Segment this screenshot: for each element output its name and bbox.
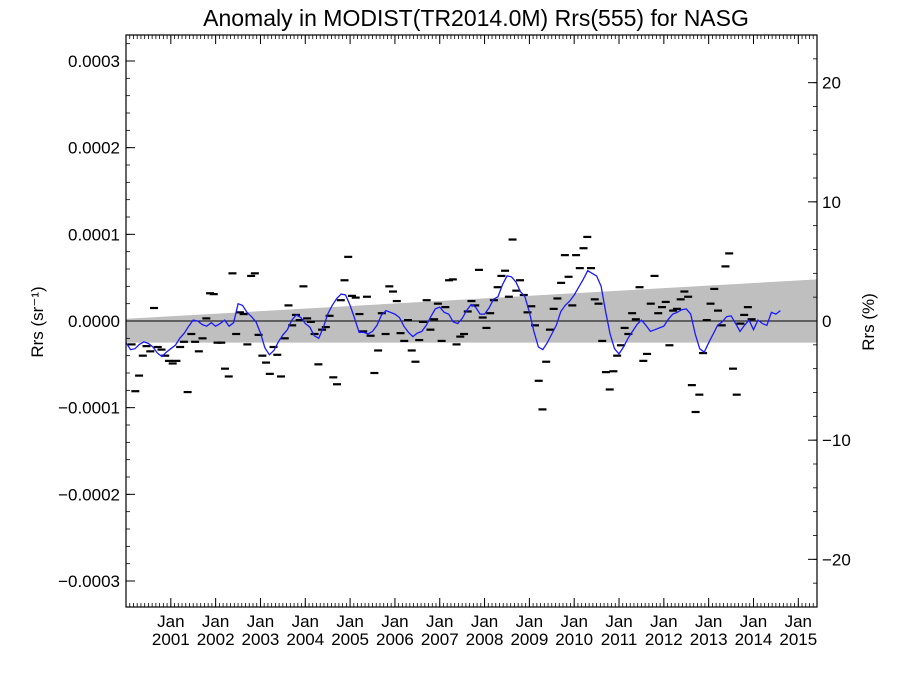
x-tick-year-label: 2011 bbox=[601, 630, 638, 649]
right-tick-label: 20 bbox=[822, 74, 841, 93]
x-tick-year-label: 2009 bbox=[510, 630, 548, 649]
x-tick-year-label: 2001 bbox=[152, 630, 190, 649]
x-tick-year-label: 2014 bbox=[735, 630, 773, 649]
x-tick-year-label: 2005 bbox=[331, 630, 369, 649]
y-axis-label-right: Rrs (%) bbox=[859, 293, 878, 351]
left-tick-label: −0.0001 bbox=[58, 399, 120, 418]
right-tick-label: 10 bbox=[822, 193, 841, 212]
x-tick-year-label: 2008 bbox=[466, 630, 504, 649]
left-tick-label: 0.0002 bbox=[68, 139, 120, 158]
x-tick-month-label: Jan bbox=[605, 612, 632, 631]
x-tick-year-label: 2007 bbox=[421, 630, 459, 649]
x-tick-month-label: Jan bbox=[650, 612, 677, 631]
x-tick-year-label: 2012 bbox=[645, 630, 683, 649]
left-tick-label: −0.0002 bbox=[58, 485, 120, 504]
left-tick-label: 0.0003 bbox=[68, 52, 120, 71]
plot-area: 0.0003 0.0002 0.0001 0.0000 −0.0001 −0.0002 −0… bbox=[58, 34, 851, 649]
x-tick-month-label: Jan bbox=[740, 612, 767, 631]
x-tick-month-label: Jan bbox=[247, 612, 274, 631]
x-tick-month-label: Jan bbox=[785, 612, 812, 631]
left-tick-label: −0.0003 bbox=[58, 572, 120, 591]
x-tick-month-label: Jan bbox=[381, 612, 408, 631]
x-tick-month-label: Jan bbox=[426, 612, 453, 631]
x-tick-year-label: 2003 bbox=[242, 630, 280, 649]
x-tick-month-label: Jan bbox=[560, 612, 587, 631]
chart-title: Anomaly in MODIST(TR2014.0M) Rrs(555) fo… bbox=[203, 5, 749, 31]
right-tick-label: −20 bbox=[822, 550, 851, 569]
x-tick-year-label: 2004 bbox=[286, 630, 324, 649]
x-tick-month-label: Jan bbox=[336, 612, 363, 631]
right-tick-label: 0 bbox=[822, 312, 831, 331]
left-tick-label: 0.0000 bbox=[68, 312, 120, 331]
x-tick-month-label: Jan bbox=[202, 612, 229, 631]
y-axis-label-left: Rrs (sr⁻¹) bbox=[28, 286, 47, 357]
running-mean-line bbox=[125, 269, 781, 358]
left-tick-label: 0.0001 bbox=[68, 225, 120, 244]
x-tick-year-label: 2015 bbox=[779, 630, 817, 649]
x-tick-year-label: 2002 bbox=[197, 630, 235, 649]
x-tick-month-label: Jan bbox=[695, 612, 722, 631]
x-tick-year-label: 2006 bbox=[376, 630, 414, 649]
x-tick-year-label: 2010 bbox=[555, 630, 593, 649]
x-tick-month-label: Jan bbox=[292, 612, 319, 631]
x-tick-year-label: 2013 bbox=[690, 630, 728, 649]
x-tick-month-label: Jan bbox=[471, 612, 498, 631]
x-tick-month-label: Jan bbox=[157, 612, 184, 631]
x-tick-month-label: Jan bbox=[516, 612, 543, 631]
right-tick-label: −10 bbox=[822, 431, 851, 450]
